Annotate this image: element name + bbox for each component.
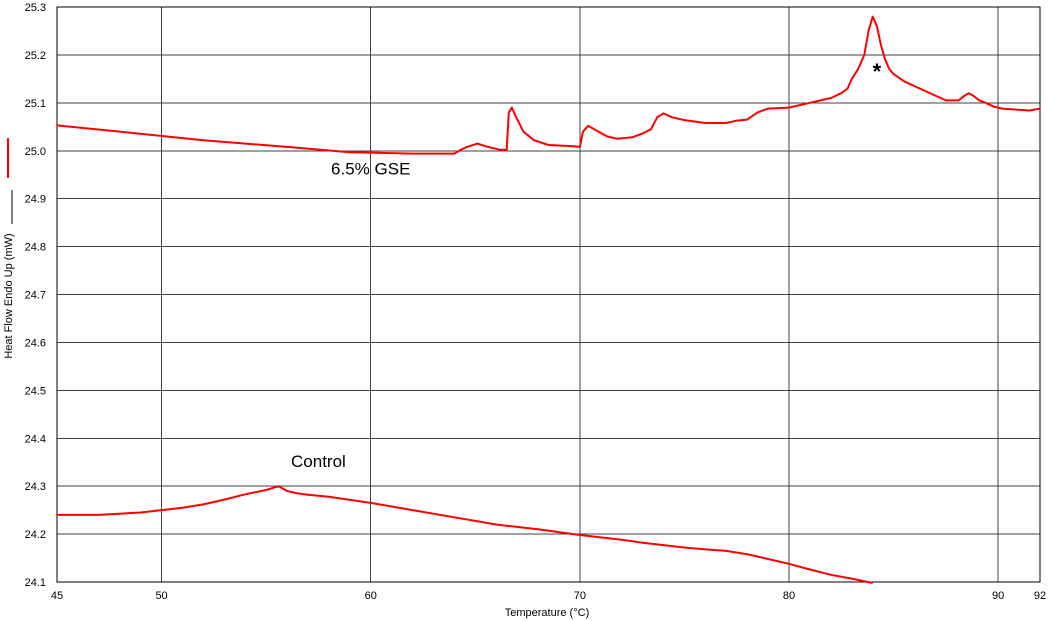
plot-frame bbox=[56, 6, 1041, 583]
x-axis-title: Temperature (°C) bbox=[505, 607, 589, 619]
x-tick-label: 50 bbox=[155, 590, 167, 602]
annotation-control-label: Control bbox=[291, 452, 346, 471]
series-layer bbox=[56, 15, 1041, 584]
tick-labels: 24.1 24.2 24.3 24.4 24.5 24.6 24.7 24.8 24.9 25.0… bbox=[25, 2, 1047, 602]
series-line-gse bbox=[56, 15, 1041, 155]
y-tick-label: 25.1 bbox=[25, 98, 46, 110]
x-tick-label: 90 bbox=[992, 590, 1004, 602]
annotations: 6.5% GSE Control * bbox=[291, 59, 882, 471]
y-tick-label: 24.2 bbox=[25, 529, 46, 541]
y-tick-label: 24.7 bbox=[25, 290, 46, 302]
y-tick-label: 24.1 bbox=[25, 577, 46, 589]
y-tick-label: 24.3 bbox=[25, 481, 46, 493]
y-axis-title: Heat Flow Endo Up (mW) bbox=[3, 233, 15, 358]
x-tick-label: 80 bbox=[783, 590, 795, 602]
y-axis-legend bbox=[7, 138, 13, 224]
x-tick-label: 92 bbox=[1034, 590, 1046, 602]
y-tick-label: 24.8 bbox=[25, 242, 46, 254]
x-tick-label: 45 bbox=[51, 590, 63, 602]
y-tick-label: 25.0 bbox=[25, 146, 46, 158]
y-tick-label: 24.5 bbox=[25, 385, 46, 397]
annotation-asterisk: * bbox=[873, 59, 882, 84]
y-tick-label: 25.3 bbox=[25, 2, 46, 14]
y-tick-label: 25.2 bbox=[25, 50, 46, 62]
annotation-gse-label: 6.5% GSE bbox=[331, 160, 410, 179]
y-tick-label: 24.9 bbox=[25, 194, 46, 206]
x-tick-label: 60 bbox=[365, 590, 377, 602]
x-tick-label: 70 bbox=[574, 590, 586, 602]
series-line-control bbox=[57, 485, 873, 584]
gridlines bbox=[56, 6, 1041, 583]
y-tick-label: 24.6 bbox=[25, 337, 46, 349]
y-tick-label: 24.4 bbox=[25, 433, 46, 445]
